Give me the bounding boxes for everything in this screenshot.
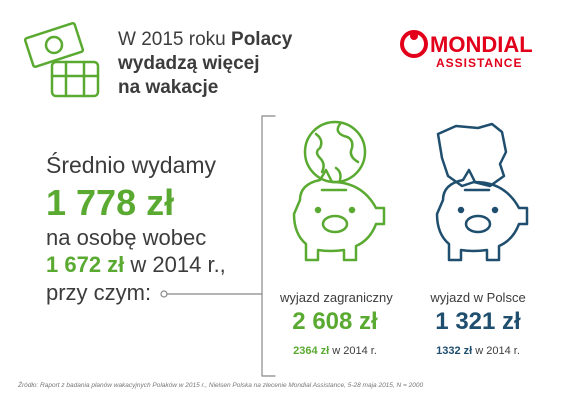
card-previous: 1332 zł w 2014 r.	[423, 345, 533, 357]
money-icon	[23, 21, 100, 98]
previous-amount: 1 672 zł	[46, 252, 125, 277]
card-previous: 2364 zł w 2014 r.	[280, 345, 390, 357]
summary-text: Średnio wydamy	[46, 152, 217, 178]
logo-name: MONDIAL	[430, 32, 533, 57]
source: Źródło: Raport z badania planów wakacyjn…	[18, 382, 424, 389]
card-label: wyjazd zagraniczny	[280, 290, 393, 305]
previous-suffix: w 2014 r.,	[130, 252, 226, 277]
previous-suffix: w 2014 r.	[475, 345, 520, 357]
bracket	[160, 115, 276, 377]
title-text: Polacy	[231, 29, 293, 50]
previous-amount: 2364 zł	[293, 345, 330, 357]
previous-amount: 1332 zł	[436, 345, 473, 357]
previous-suffix: w 2014 r.	[332, 345, 377, 357]
logo-mark	[400, 30, 428, 58]
card-amount: 1 321 zł	[435, 308, 521, 335]
card-amount: 2 608 zł	[292, 308, 378, 335]
summary-previous: 1 672 zł w 2014 r.,	[46, 252, 226, 278]
piggy-icon	[292, 168, 386, 262]
card-label: wyjazd w Polsce	[430, 290, 526, 305]
summary-text: przy czym:	[46, 280, 152, 305]
title-text: na wakacje	[118, 77, 219, 98]
piggy-icon	[435, 168, 529, 262]
summary-amount: 1 778 zł	[46, 182, 175, 223]
title-text: wydadzą więcej	[118, 53, 260, 74]
logo-subtitle: ASSISTANCE	[436, 56, 523, 70]
summary-text: na osobę wobec	[46, 225, 207, 250]
globe-icon	[303, 120, 367, 184]
poland-icon	[436, 122, 508, 188]
title: W 2015 roku Polacy wydadzą więcej na wak…	[118, 28, 292, 100]
title-text: W 2015 roku	[118, 29, 226, 50]
